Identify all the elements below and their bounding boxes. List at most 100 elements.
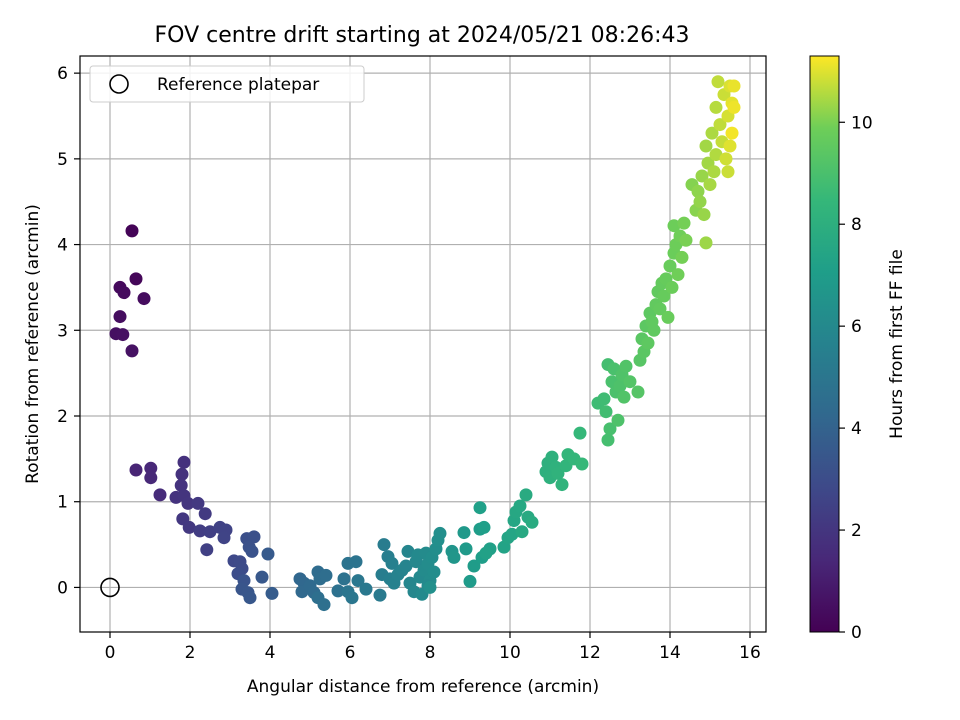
x-tick-label: 14 [659, 643, 681, 663]
data-point [555, 478, 569, 492]
data-point [617, 390, 631, 404]
data-point [711, 75, 725, 89]
data-point [653, 302, 667, 316]
data-point [144, 471, 158, 485]
data-point [657, 289, 671, 303]
y-tick-label: 4 [57, 236, 68, 256]
data-point [477, 520, 491, 534]
data-point [703, 178, 717, 192]
data-point [623, 375, 637, 389]
data-point [699, 236, 713, 250]
legend-label: Reference platepar [157, 75, 319, 95]
data-point [144, 461, 158, 475]
data-point [261, 547, 275, 561]
data-point [599, 405, 613, 419]
data-point [519, 488, 533, 502]
y-tick-label: 1 [57, 493, 68, 513]
data-point [709, 100, 723, 114]
x-tick-label: 6 [345, 643, 356, 663]
data-point [337, 572, 351, 586]
colorbar-tick-label: 10 [851, 113, 873, 133]
data-point [351, 574, 365, 588]
data-point [385, 556, 399, 570]
y-axis-ticks: 0 1 2 3 4 5 6 [57, 64, 80, 598]
colorbar-tick-label: 0 [851, 623, 862, 643]
data-point [679, 233, 693, 247]
x-tick-label: 12 [579, 643, 601, 663]
data-point [181, 496, 195, 510]
colorbar-tick-label: 8 [851, 215, 862, 235]
data-point [457, 526, 471, 540]
data-point [613, 379, 627, 393]
data-point [647, 323, 661, 337]
data-point [447, 550, 461, 564]
data-point [129, 463, 143, 477]
data-point [116, 328, 130, 342]
x-axis-label: Angular distance from reference (arcmin) [247, 677, 599, 697]
data-point [255, 570, 269, 584]
data-point [174, 478, 188, 492]
data-point [243, 591, 257, 605]
data-point [641, 336, 655, 350]
plot-frame [79, 55, 767, 633]
colorbar-tick-label: 2 [851, 521, 862, 541]
data-point [217, 531, 231, 545]
data-point [707, 165, 721, 179]
data-point [373, 588, 387, 602]
data-point [479, 546, 493, 560]
data-point [667, 219, 681, 233]
data-point [505, 527, 519, 541]
data-point [597, 392, 611, 406]
data-point [423, 580, 437, 594]
data-point [473, 501, 487, 515]
chart-title: FOV centre drift starting at 2024/05/21 … [155, 23, 690, 48]
data-point [359, 582, 373, 596]
data-point [663, 259, 677, 273]
data-point [545, 450, 559, 464]
data-point [525, 515, 539, 529]
data-point [198, 507, 212, 521]
data-point [125, 344, 139, 358]
data-point [349, 555, 363, 569]
data-point [727, 79, 741, 93]
data-point [671, 268, 685, 282]
data-point [193, 524, 207, 538]
data-point [697, 208, 711, 222]
y-tick-label: 3 [57, 321, 68, 341]
data-point [377, 538, 391, 552]
colorbar-tick-label: 6 [851, 317, 862, 337]
data-point [691, 184, 705, 198]
x-tick-label: 8 [425, 643, 436, 663]
data-point [177, 455, 191, 469]
data-point [463, 574, 477, 588]
data-point [619, 359, 633, 373]
data-point [427, 565, 441, 579]
data-point [345, 591, 359, 605]
scatter-points [109, 75, 741, 612]
data-point [675, 250, 689, 264]
data-point [153, 488, 167, 502]
data-point [709, 148, 723, 162]
grid-lines [80, 56, 766, 632]
legend: Reference platepar [89, 65, 365, 103]
legend-box [89, 65, 365, 103]
y-axis-label: Rotation from reference (arcmin) [23, 204, 43, 484]
data-point [182, 520, 196, 534]
data-point [247, 530, 261, 544]
data-point [723, 139, 737, 153]
data-point [191, 496, 205, 510]
data-point [317, 598, 331, 612]
x-tick-label: 16 [739, 643, 761, 663]
data-point [399, 559, 413, 573]
legend-marker [109, 74, 129, 94]
y-tick-label: 5 [57, 150, 68, 170]
data-point [573, 426, 587, 440]
data-point [203, 525, 217, 539]
data-point [665, 280, 679, 294]
data-point [611, 413, 625, 427]
data-point [713, 118, 727, 132]
data-point [245, 544, 259, 558]
data-point [695, 169, 709, 183]
colorbar-tick-label: 4 [851, 419, 862, 439]
